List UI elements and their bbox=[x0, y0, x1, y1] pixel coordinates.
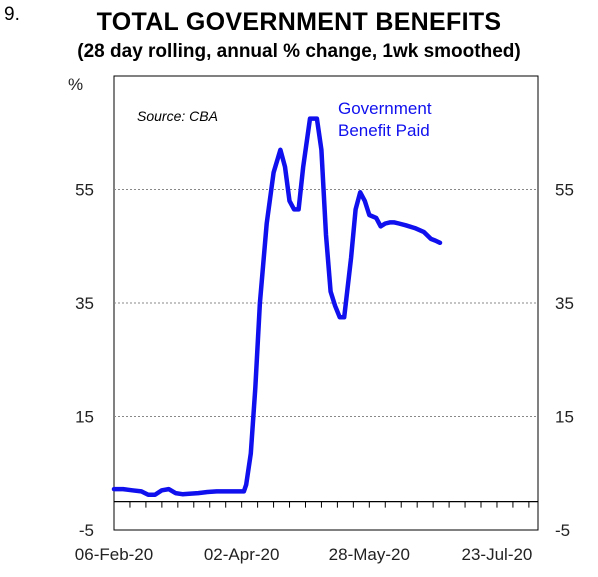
y-tick-label-right: 55 bbox=[555, 181, 574, 200]
x-tick-label: 02-Apr-20 bbox=[204, 545, 280, 564]
y-axis-unit: % bbox=[68, 75, 83, 94]
y-tick-label-left: -5 bbox=[79, 521, 94, 540]
series-line-government-benefit-paid bbox=[111, 116, 443, 498]
chart-subtitle: (28 day rolling, annual % change, 1wk sm… bbox=[77, 41, 521, 62]
figure-number: 9. bbox=[4, 4, 20, 25]
source-note: Source: CBA bbox=[137, 108, 218, 124]
y-tick-label-left: 35 bbox=[75, 294, 94, 313]
y-tick-label-right: 15 bbox=[555, 408, 574, 427]
series-label: Benefit Paid bbox=[338, 121, 430, 140]
y-tick-label-left: 55 bbox=[75, 181, 94, 200]
x-tick-label: 28-May-20 bbox=[329, 545, 410, 564]
y-tick-label-right: 35 bbox=[555, 294, 574, 313]
chart-title: TOTAL GOVERNMENT BENEFITS bbox=[96, 8, 502, 36]
series-label: Government bbox=[338, 99, 432, 118]
y-tick-label-right: -5 bbox=[555, 521, 570, 540]
x-tick-label: 23-Jul-20 bbox=[462, 545, 533, 564]
y-tick-label-left: 15 bbox=[75, 408, 94, 427]
x-tick-label: 06-Feb-20 bbox=[75, 545, 153, 564]
